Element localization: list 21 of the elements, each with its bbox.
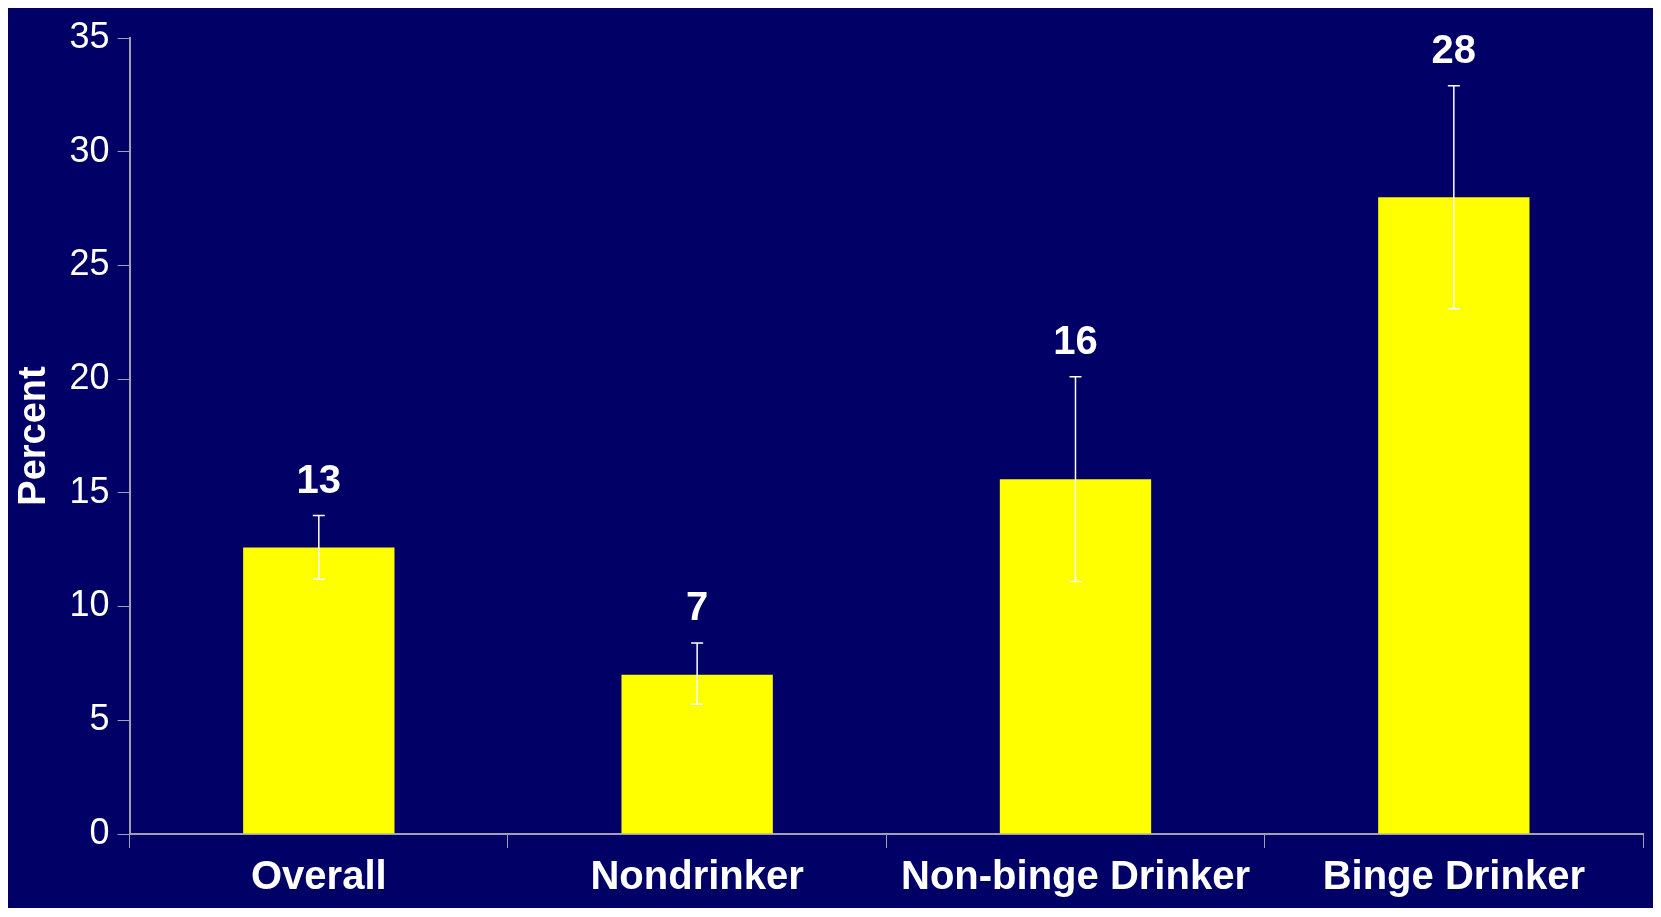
data-label: 16 [1053,317,1098,362]
x-tick-label: Binge Drinker [1322,853,1585,898]
bar [999,479,1152,834]
y-tick-label: 5 [89,697,110,739]
data-label: 7 [686,583,709,628]
x-tick-label: Nondrinker [590,853,804,898]
y-tick-label: 35 [69,14,110,56]
x-tick-label: Non-binge Drinker [901,853,1250,898]
y-axis-title: Percent [11,365,54,506]
y-tick-label: 0 [89,810,110,852]
bar [1378,197,1530,834]
x-tick-label: Overall [250,853,387,898]
y-tick-label: 20 [69,356,110,398]
bar [243,547,395,834]
y-tick-label: 30 [69,128,110,170]
bar [621,674,773,834]
y-tick-label: 10 [69,583,110,625]
data-label: 13 [296,456,342,501]
y-tick-label: 15 [69,469,110,511]
data-label: 28 [1431,26,1477,71]
y-tick-label: 25 [69,242,110,284]
